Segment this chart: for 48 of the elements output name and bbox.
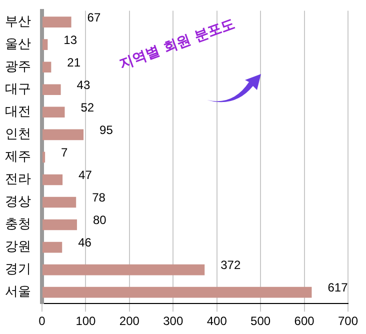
x-tick-label: 300 [163,314,184,328]
bar [42,219,77,230]
bar [42,62,52,73]
bar [42,39,48,50]
data-label: 46 [78,236,92,250]
data-label: 7 [61,146,68,160]
data-label: 67 [87,10,101,24]
x-tick-label: 500 [250,314,271,328]
bar [42,16,72,28]
x-tick-label: 600 [294,314,315,328]
x-tick-label: 200 [119,314,140,328]
data-label: 47 [78,168,92,182]
bar [42,129,84,140]
bar [42,106,65,118]
bar [42,174,63,186]
y-tick-label: 강원 [5,240,31,255]
y-tick-label: 경기 [5,262,31,278]
data-label: 372 [220,258,241,272]
bar [42,196,76,208]
data-label: 78 [92,190,106,205]
bar [42,264,205,276]
x-tick-label: 0 [38,314,46,328]
bar [42,84,61,96]
y-tick-label: 광주 [5,59,31,74]
y-tick-label: 인천 [5,127,31,142]
data-label: 21 [67,55,81,70]
data-label: 43 [76,78,90,92]
bar [42,152,46,163]
bar [42,286,312,298]
y-tick-label: 대전 [5,104,31,120]
x-tick-label: 400 [206,314,228,328]
data-label: 80 [92,213,107,228]
y-tick-label: 경상 [5,194,31,210]
y-tick-label: 전라 [5,172,31,188]
data-label: 13 [64,32,78,47]
data-label: 617 [328,280,348,295]
bar [42,242,62,253]
x-tick-label: 100 [76,314,96,328]
y-tick-label: 울산 [5,36,31,52]
data-label: 52 [80,100,94,114]
text: 지역별 회원 분포도 [116,14,238,74]
data-label: 95 [100,122,114,137]
y-tick-label: 제주 [5,150,31,165]
y-tick-label: 서울 [5,284,31,300]
y-tick-label: 부산 [5,14,31,30]
y-tick-label: 대구 [5,82,31,98]
x-tick-label: 700 [338,314,358,328]
y-tick-label: 충청 [5,217,31,232]
